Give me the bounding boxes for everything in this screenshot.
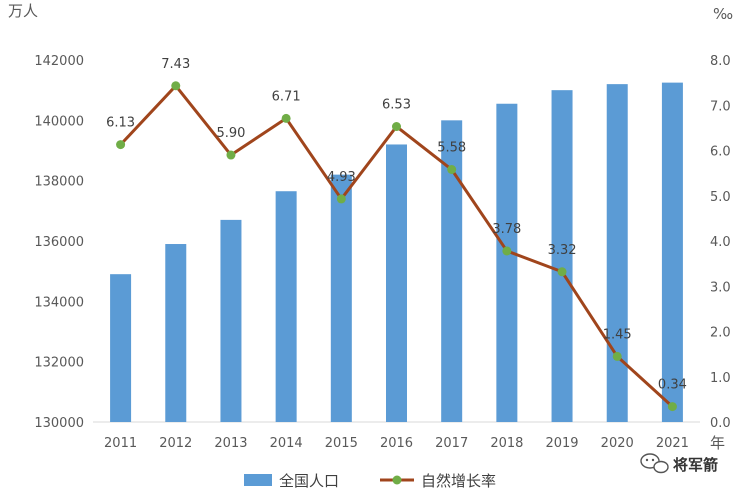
- population-bar: [496, 103, 518, 422]
- right-axis-ticks: 0.0 1.0 2.0 3.0 4.0 5.0 6.0 7.0 8.0: [710, 54, 731, 431]
- right-axis-unit: ‰: [713, 5, 733, 23]
- growth-rate-line: [116, 81, 677, 412]
- left-tick-label: 130000: [34, 416, 84, 431]
- left-axis-ticks: 130000 132000 134000 136000 138000 140000 1420…: [34, 54, 84, 431]
- x-tick-label: 2019: [545, 436, 578, 451]
- growth-rate-marker: [612, 351, 622, 361]
- right-tick-label: 8.0: [710, 54, 731, 69]
- population-bar: [275, 191, 297, 422]
- left-tick-label: 134000: [34, 295, 84, 310]
- x-tick-label: 2014: [270, 436, 303, 451]
- growth-rate-marker: [667, 402, 677, 412]
- watermark-text: 将军箭: [673, 456, 718, 474]
- right-tick-label: 7.0: [710, 99, 731, 114]
- x-tick-label: 2016: [380, 436, 413, 451]
- wechat-icon: [640, 453, 669, 474]
- legend-label-growth-rate: 自然增长率: [421, 472, 496, 490]
- population-bars: [110, 82, 683, 423]
- x-tick-label: 2017: [435, 436, 468, 451]
- x-tick-label: 2020: [601, 436, 634, 451]
- growth-rate-marker: [557, 267, 567, 277]
- x-axis-ticks: 2011 2012 2013 2014 2015 2016 2017 2018 2019 2020…: [104, 436, 689, 451]
- left-tick-label: 132000: [34, 356, 84, 371]
- right-tick-label: 5.0: [710, 190, 731, 205]
- population-bar: [551, 90, 573, 423]
- legend-swatch-population: [244, 474, 272, 486]
- population-bar: [330, 174, 352, 422]
- x-tick-label: 2015: [325, 436, 358, 451]
- left-tick-label: 142000: [34, 54, 84, 69]
- growth-rate-marker: [447, 165, 457, 175]
- population-bar: [165, 244, 187, 422]
- growth-rate-marker: [502, 246, 512, 256]
- population-bar: [220, 219, 242, 422]
- legend-swatch-growth-rate-marker: [392, 475, 402, 485]
- growth-rate-data-label: 6.53: [382, 98, 411, 113]
- left-tick-label: 140000: [34, 114, 84, 129]
- right-tick-label: 6.0: [710, 145, 731, 160]
- growth-rate-marker: [226, 150, 236, 160]
- x-axis-unit: 年: [710, 434, 725, 452]
- legend-label-population: 全国人口: [279, 472, 339, 490]
- growth-rate-marker: [392, 122, 401, 132]
- left-tick-label: 138000: [34, 175, 84, 190]
- growth-rate-data-label: 0.34: [658, 378, 687, 393]
- x-tick-label: 2013: [214, 436, 247, 451]
- growth-rate-data-label: 5.58: [437, 141, 466, 156]
- left-axis-unit: 万人: [8, 2, 38, 20]
- growth-rate-marker: [116, 140, 126, 150]
- right-tick-label: 0.0: [710, 416, 731, 431]
- growth-rate-data-label: 3.32: [548, 243, 577, 258]
- growth-rate-data-label: 4.93: [327, 170, 356, 185]
- population-bar: [386, 144, 407, 422]
- growth-rate-labels: 6.13 7.43 5.90 6.71 4.93 6.53 5.58 3.78 3.32 1.45…: [106, 57, 687, 393]
- population-bar: [606, 84, 628, 422]
- x-tick-label: 2012: [159, 436, 192, 451]
- growth-rate-data-label: 5.90: [216, 126, 245, 141]
- growth-rate-marker: [281, 113, 291, 123]
- population-bar: [441, 120, 463, 422]
- growth-rate-data-label: 3.78: [492, 222, 521, 237]
- x-tick-label: 2011: [104, 436, 137, 451]
- right-tick-label: 2.0: [710, 326, 731, 341]
- population-bar: [110, 274, 132, 422]
- growth-rate-data-label: 6.13: [106, 116, 135, 131]
- legend: 全国人口 自然增长率: [244, 472, 496, 490]
- right-tick-label: 3.0: [710, 280, 731, 295]
- right-tick-label: 4.0: [710, 235, 731, 250]
- growth-rate-marker: [171, 81, 181, 91]
- right-tick-label: 1.0: [710, 371, 731, 386]
- x-tick-label: 2018: [490, 436, 523, 451]
- growth-rate-marker: [336, 194, 346, 204]
- growth-rate-data-label: 6.71: [272, 89, 301, 104]
- population-bar: [661, 82, 683, 422]
- x-tick-label: 2021: [656, 436, 689, 451]
- growth-rate-data-label: 1.45: [603, 327, 632, 342]
- watermark: 将军箭: [640, 453, 718, 474]
- left-tick-label: 136000: [34, 235, 84, 250]
- growth-rate-data-label: 7.43: [161, 57, 190, 72]
